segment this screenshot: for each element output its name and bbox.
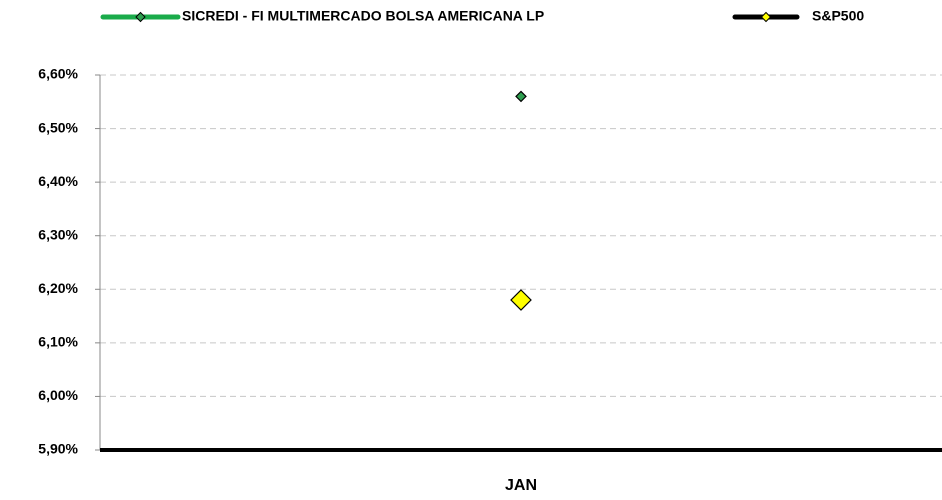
y-tick-label: 6,50%: [38, 119, 78, 135]
legend-marker: [135, 11, 146, 23]
legend-label: SICREDI - FI MULTIMERCADO BOLSA AMERICAN…: [182, 8, 544, 24]
y-tick-label: 6,60%: [38, 66, 78, 82]
y-tick-label: 5,90%: [38, 441, 78, 457]
x-tick-label: JAN: [505, 477, 537, 494]
legend-marker: [760, 11, 772, 23]
y-tick-label: 6,00%: [38, 387, 78, 403]
series-marker: [515, 90, 527, 103]
legend-label: S&P500: [812, 8, 864, 24]
y-tick-label: 6,20%: [38, 280, 78, 296]
y-tick-label: 6,30%: [38, 226, 78, 242]
y-tick-label: 6,10%: [38, 334, 78, 350]
series-marker: [510, 289, 532, 311]
y-tick-label: 6,40%: [38, 173, 78, 189]
